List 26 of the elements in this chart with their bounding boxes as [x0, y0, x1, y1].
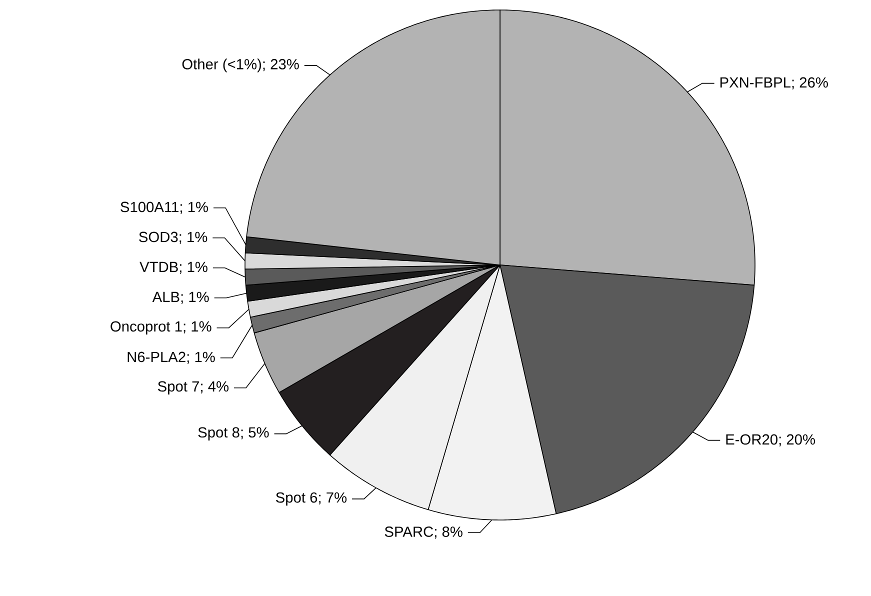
data-label: ; 4% [201, 381, 229, 394]
slice-label: SOD3 [139, 232, 178, 242]
slice-label: Other (<1%) [182, 58, 262, 72]
data-label: ; 26% [792, 77, 828, 90]
slice-label: E-OR20 [726, 434, 778, 445]
slice-label: ALB [152, 292, 180, 302]
data-label: ; 1% [180, 232, 208, 244]
slice-label: Oncoprot 1 [110, 321, 182, 334]
slice-label: SPARC [384, 526, 434, 537]
slice-label: Spot 8 [198, 427, 240, 440]
slice-label: VTDB [140, 262, 178, 272]
data-label: ; 1% [180, 202, 208, 214]
data-label: ; 1% [187, 352, 215, 364]
slice-label: N6-PLA2 [128, 352, 186, 362]
data-label: ; 5% [241, 427, 269, 440]
data-label: ; 1% [181, 292, 209, 304]
slice-label: Spot 6 [276, 492, 318, 506]
data-label: ; 23% [263, 59, 299, 72]
data-label: ; 1% [180, 262, 208, 274]
slice-label: PXN-FBPL [720, 77, 790, 88]
slice-label: Spot 7 [158, 381, 199, 394]
slice-label: S100A11 [120, 202, 178, 212]
data-label: ; 20% [779, 434, 815, 446]
data-label: ; 7% [319, 492, 347, 504]
data-label: ; 8% [434, 526, 462, 539]
data-label: ; 1% [184, 321, 212, 334]
